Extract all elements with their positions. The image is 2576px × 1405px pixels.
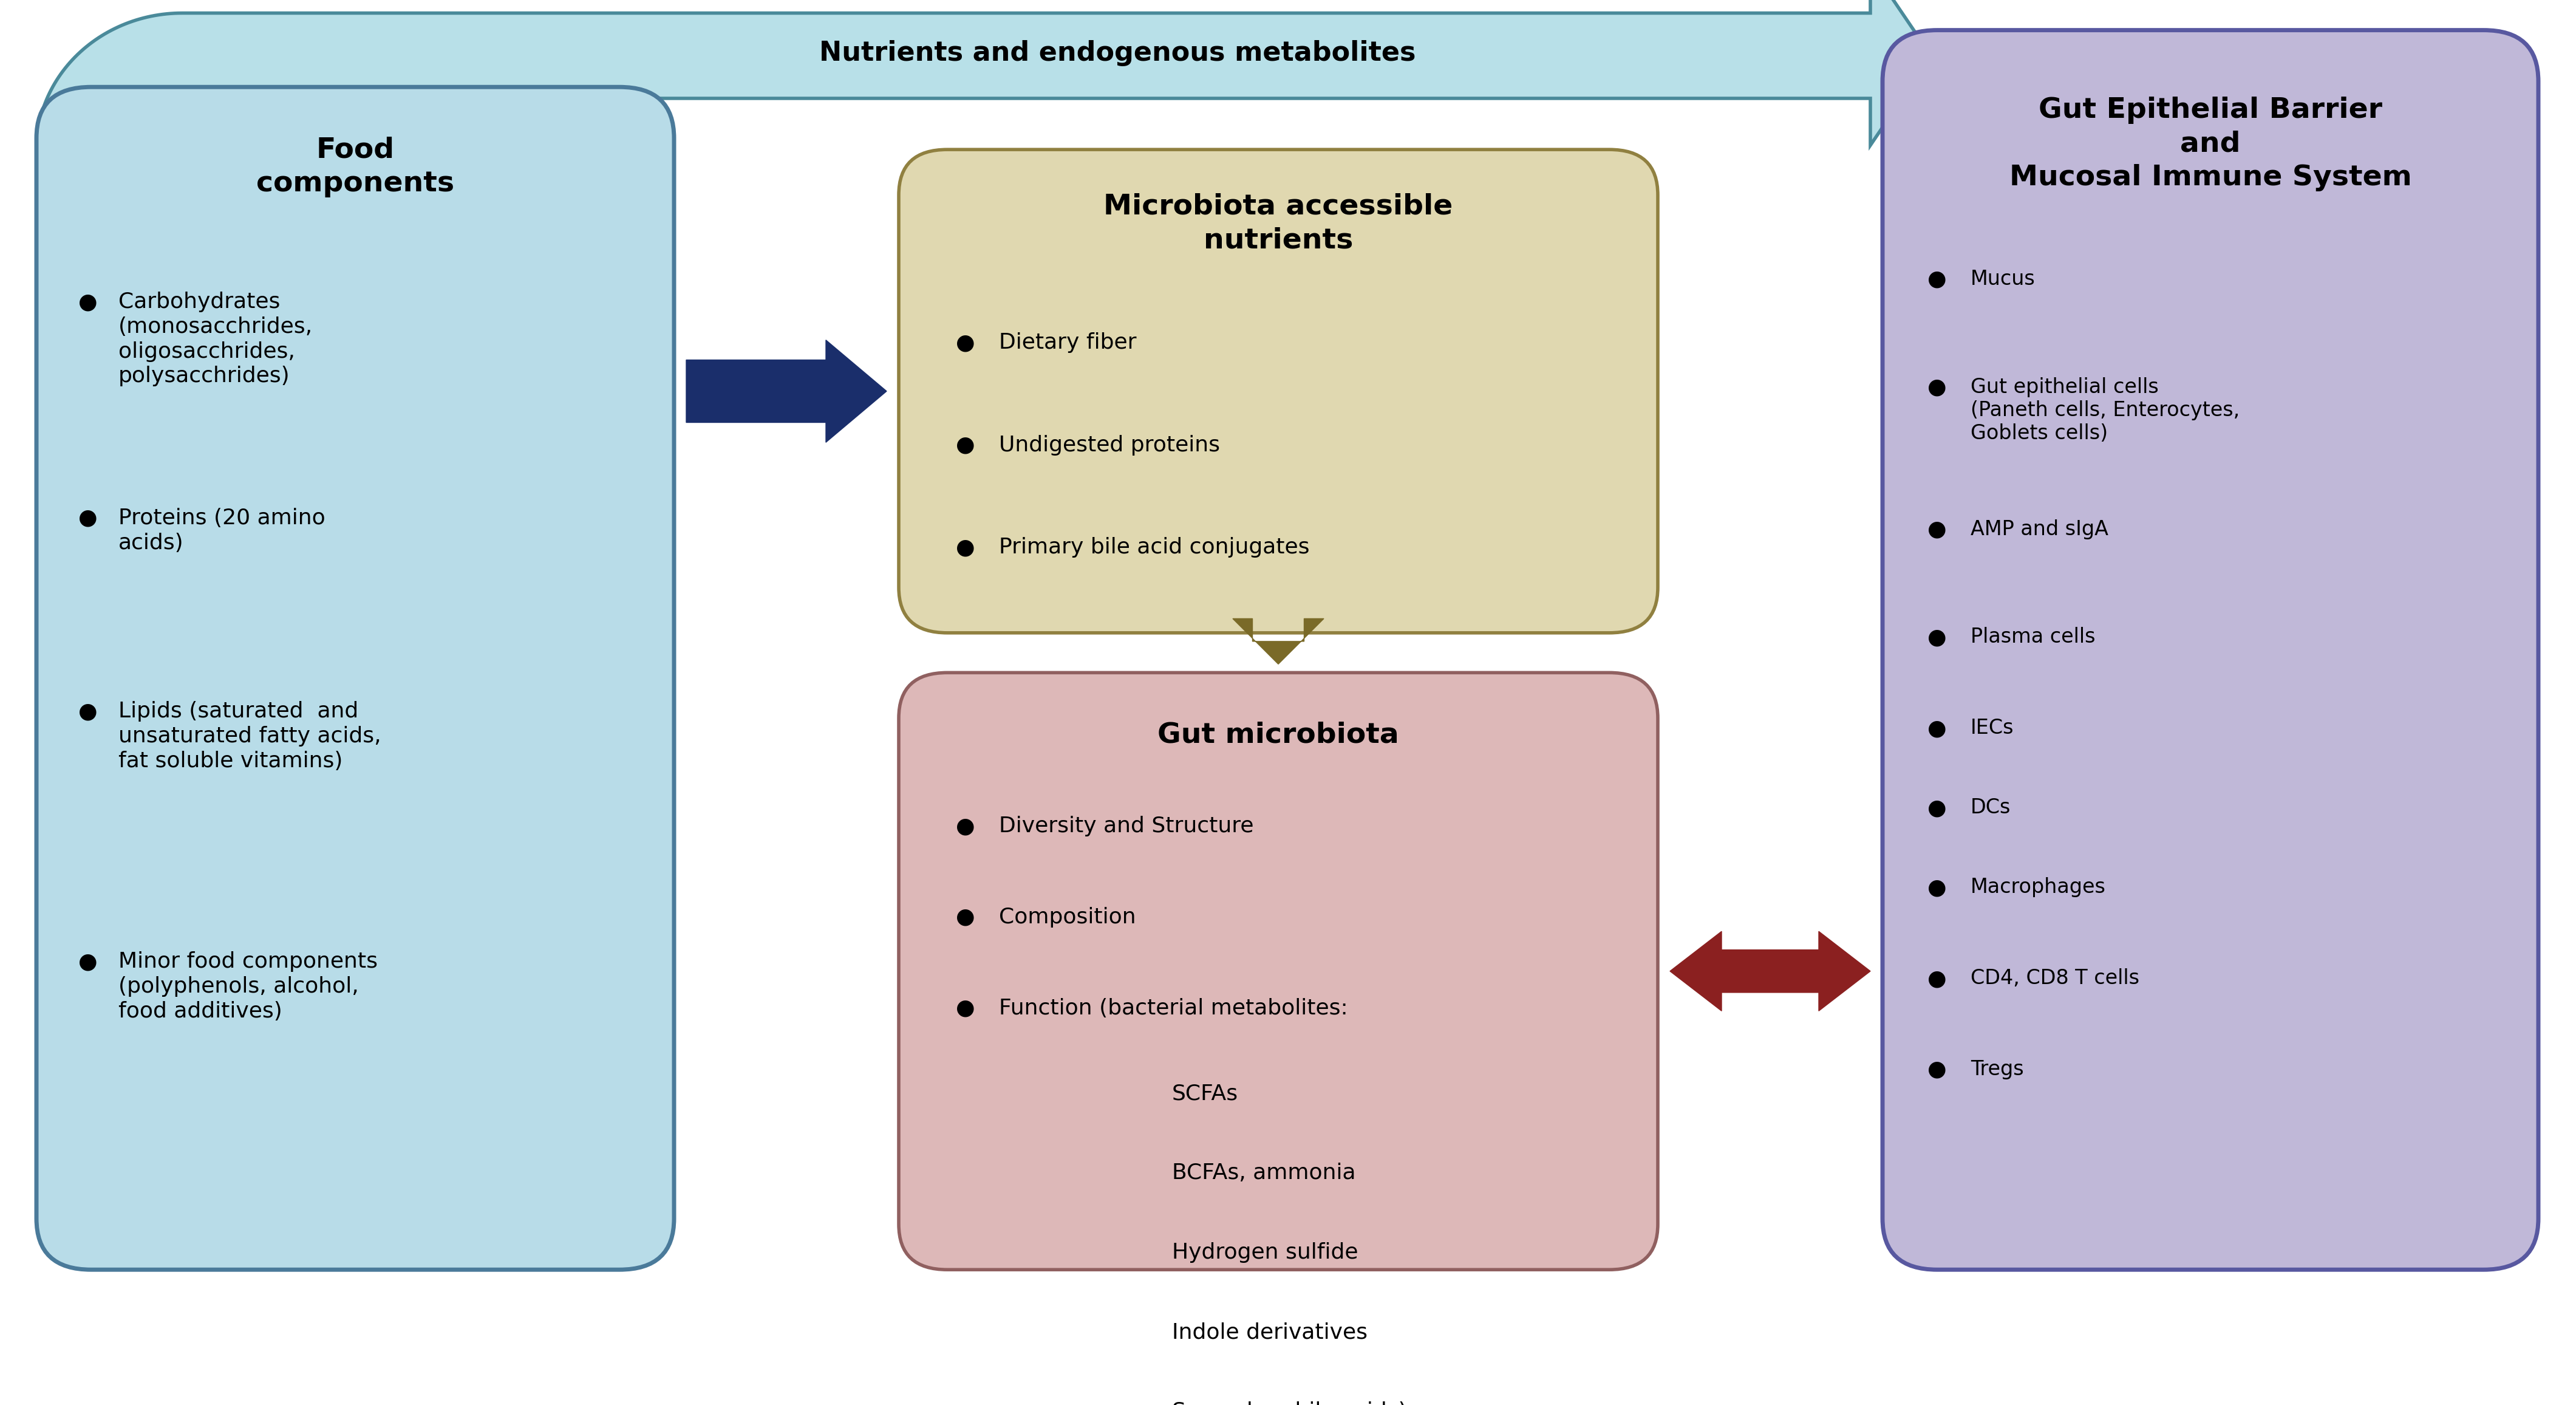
Text: ●: ● (956, 998, 976, 1019)
Text: Lipids (saturated  and
unsaturated fatty acids,
fat soluble vitamins): Lipids (saturated and unsaturated fatty … (118, 701, 381, 771)
Polygon shape (36, 0, 1932, 149)
Text: ●: ● (956, 333, 976, 353)
FancyBboxPatch shape (899, 673, 1659, 1270)
Text: Diversity and Structure: Diversity and Structure (999, 816, 1255, 836)
Text: ●: ● (1927, 718, 1947, 739)
Text: ●: ● (1927, 968, 1947, 989)
Text: ●: ● (1927, 798, 1947, 818)
Text: DCs: DCs (1971, 798, 2012, 818)
Text: SCFAs: SCFAs (1172, 1083, 1239, 1104)
Text: ●: ● (77, 507, 98, 528)
Text: Hydrogen sulfide: Hydrogen sulfide (1172, 1242, 1358, 1263)
Text: ●: ● (1927, 518, 1947, 540)
Text: Plasma cells: Plasma cells (1971, 627, 2094, 648)
Polygon shape (685, 340, 886, 443)
Text: CD4, CD8 T cells: CD4, CD8 T cells (1971, 968, 2141, 988)
FancyBboxPatch shape (899, 149, 1659, 632)
Text: Minor food components
(polyphenols, alcohol,
food additives): Minor food components (polyphenols, alco… (118, 951, 379, 1021)
Text: BCFAs, ammonia: BCFAs, ammonia (1172, 1163, 1355, 1183)
Text: Undigested proteins: Undigested proteins (999, 436, 1221, 455)
Text: Nutrients and endogenous metabolites: Nutrients and endogenous metabolites (819, 39, 1417, 66)
Text: ●: ● (77, 951, 98, 972)
Text: ●: ● (1927, 1059, 1947, 1080)
Text: Microbiota accessible
nutrients: Microbiota accessible nutrients (1103, 192, 1453, 254)
Text: Gut Epithelial Barrier
and
Mucosal Immune System: Gut Epithelial Barrier and Mucosal Immun… (2009, 97, 2411, 191)
Text: ●: ● (956, 906, 976, 927)
Text: ●: ● (1927, 877, 1947, 898)
Text: IECs: IECs (1971, 718, 2014, 738)
Text: Secondary bile acids): Secondary bile acids) (1172, 1402, 1406, 1405)
Text: Primary bile acid conjugates: Primary bile acid conjugates (999, 537, 1309, 558)
Text: Food
components: Food components (255, 136, 453, 197)
Text: Tregs: Tregs (1971, 1059, 2025, 1079)
Text: Proteins (20 amino
acids): Proteins (20 amino acids) (118, 507, 325, 554)
Polygon shape (1669, 932, 1870, 1012)
Text: ●: ● (1927, 377, 1947, 398)
Text: Gut epithelial cells
(Paneth cells, Enterocytes,
Goblets cells): Gut epithelial cells (Paneth cells, Ente… (1971, 377, 2239, 444)
Text: Indole derivatives: Indole derivatives (1172, 1322, 1368, 1343)
Text: ●: ● (1927, 268, 1947, 289)
Text: ●: ● (956, 436, 976, 455)
Text: Dietary fiber: Dietary fiber (999, 333, 1136, 353)
FancyBboxPatch shape (1883, 30, 2537, 1270)
Text: ●: ● (956, 816, 976, 836)
Text: Composition: Composition (999, 906, 1136, 927)
Text: Mucus: Mucus (1971, 268, 2035, 289)
Polygon shape (1234, 618, 1324, 665)
Text: Function (bacterial metabolites:: Function (bacterial metabolites: (999, 998, 1347, 1019)
Text: ●: ● (956, 537, 976, 558)
FancyBboxPatch shape (36, 87, 675, 1270)
Text: ●: ● (1927, 627, 1947, 648)
Text: Gut microbiota: Gut microbiota (1157, 722, 1399, 749)
Text: Carbohydrates
(monosacchrides,
oligosacchrides,
polysacchrides): Carbohydrates (monosacchrides, oligosacc… (118, 292, 312, 386)
Text: Macrophages: Macrophages (1971, 877, 2107, 898)
Text: AMP and sIgA: AMP and sIgA (1971, 518, 2107, 540)
Text: ●: ● (77, 701, 98, 722)
Text: ●: ● (77, 292, 98, 312)
